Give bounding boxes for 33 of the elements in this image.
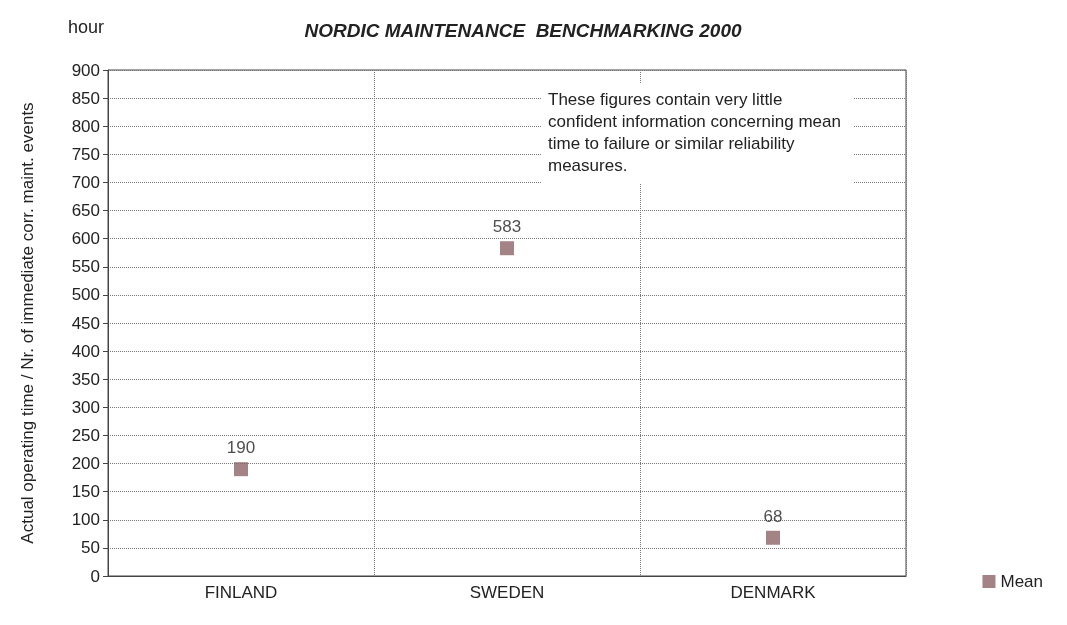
y-tick-label: 400: [71, 341, 100, 361]
y-tick-label: 900: [71, 60, 100, 80]
y-tick-label: 750: [71, 144, 100, 164]
x-tick-label: FINLAND: [204, 583, 278, 602]
point: [766, 530, 780, 545]
y-tick-label: 650: [71, 201, 100, 221]
y-tick-label: 350: [71, 369, 100, 389]
data-label: 583: [492, 217, 522, 237]
y-axis-title: Actual operating time / Nr. of immediate corr. maint. events: [18, 102, 37, 544]
y-tick-label: 0: [90, 566, 100, 586]
y-tick-label: 450: [71, 313, 100, 333]
y-tick-label: 300: [71, 397, 100, 417]
y-tick-label: 150: [71, 482, 100, 502]
y-tick-label: 500: [71, 285, 100, 305]
y-tick-label: 600: [71, 229, 100, 249]
annotation: These figures contain very little confident information concerning mean time to failure or similar reliability measures.: [548, 89, 846, 175]
y-tick-label: 100: [71, 510, 100, 530]
x-tick-label: SWEDEN: [469, 583, 545, 602]
point: [234, 462, 248, 477]
text: hour: [68, 17, 105, 37]
y-tick-label: 250: [71, 425, 100, 445]
chart-title: NORDIC MAINTENANCE BENCHMARKING 2000: [304, 20, 742, 41]
data-label: 190: [226, 438, 256, 458]
y-tick-label: 550: [71, 257, 100, 277]
y-tick-label: 200: [71, 454, 100, 474]
y-tick-label: 50: [81, 538, 100, 558]
point: [500, 241, 514, 256]
x-tick-label: DENMARK: [730, 583, 817, 602]
y-tick-label: 700: [71, 172, 100, 192]
data-label: 68: [763, 506, 783, 526]
y-tick-label: 800: [71, 116, 100, 136]
legend-label: Mean: [1000, 572, 1044, 591]
y-tick-label: 850: [71, 88, 100, 108]
